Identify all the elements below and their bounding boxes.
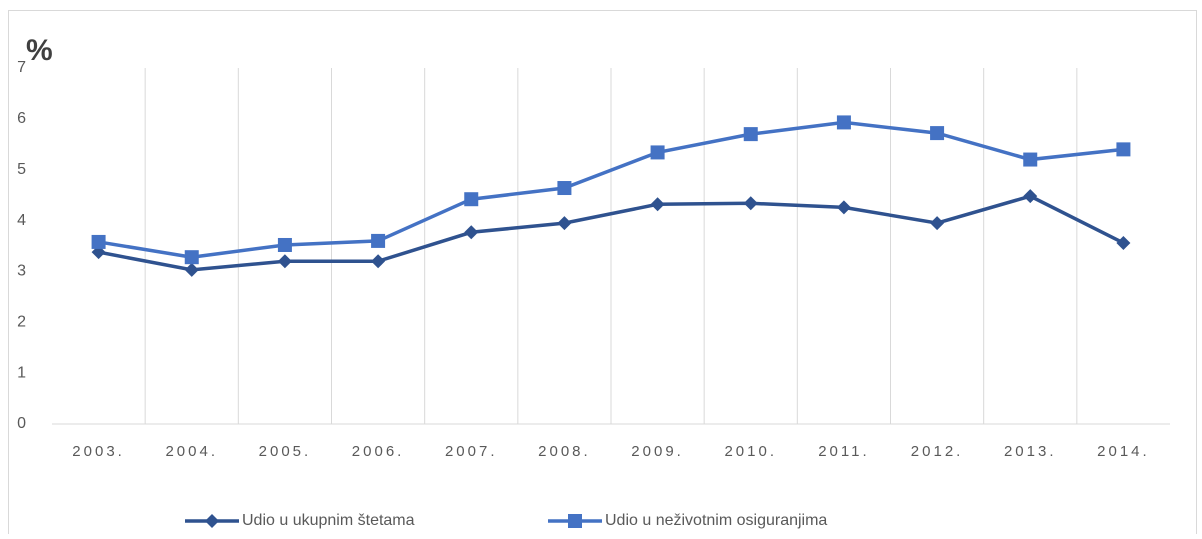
- series-line: [98, 194, 1125, 272]
- point-marker: [371, 254, 386, 269]
- legend-label: Udio u neživotnim osiguranjima: [605, 512, 827, 529]
- x-tick-label: 2007.: [445, 443, 498, 460]
- point-marker: [930, 126, 945, 141]
- point-marker: [743, 196, 758, 211]
- y-tick-label: 3: [17, 263, 26, 280]
- chart-frame: [8, 10, 1197, 539]
- x-tick-label: 2006.: [352, 443, 405, 460]
- y-tick-label: 5: [17, 161, 26, 178]
- point-marker: [836, 200, 851, 215]
- point-marker: [91, 234, 106, 249]
- x-tick-label: 2004.: [165, 443, 218, 460]
- point-marker: [836, 115, 851, 130]
- x-tick-label: 2008.: [538, 443, 591, 460]
- x-tick-label: 2005.: [259, 443, 312, 460]
- point-marker: [930, 216, 945, 231]
- point-marker: [557, 181, 572, 196]
- point-marker: [1116, 235, 1131, 250]
- y-tick-label: 2: [17, 314, 26, 331]
- point-marker: [464, 192, 479, 207]
- x-tick-label: 2011.: [818, 443, 869, 460]
- point-marker: [557, 216, 572, 231]
- y-tick-label: 6: [17, 110, 26, 127]
- y-tick-label: 1: [17, 364, 26, 381]
- x-tick-label: 2012.: [911, 443, 964, 460]
- x-tick-label: 2014.: [1097, 443, 1150, 460]
- point-marker: [184, 250, 199, 265]
- point-marker: [464, 225, 479, 240]
- point-marker: [277, 237, 292, 252]
- x-tick-label: 2009.: [631, 443, 684, 460]
- y-tick-label: 4: [17, 212, 26, 229]
- point-marker: [1116, 142, 1131, 157]
- series-line: [98, 120, 1124, 259]
- y-tick-label: 0: [17, 415, 26, 432]
- point-marker: [650, 197, 665, 212]
- point-marker: [371, 233, 386, 248]
- point-marker: [184, 262, 199, 277]
- y-tick-label: 7: [17, 59, 26, 76]
- point-marker: [277, 254, 292, 269]
- point-marker: [743, 127, 758, 142]
- x-tick-label: 2010.: [724, 443, 777, 460]
- point-marker: [1023, 152, 1038, 167]
- legend-marker: [568, 514, 582, 528]
- y-axis-label: %: [26, 34, 53, 67]
- x-tick-label: 2003.: [72, 443, 125, 460]
- point-marker: [1023, 189, 1038, 204]
- legend-marker: [205, 514, 219, 528]
- x-tick-label: 2013.: [1004, 443, 1057, 460]
- legend-label: Udio u ukupnim štetama: [242, 512, 415, 529]
- point-marker: [650, 145, 665, 160]
